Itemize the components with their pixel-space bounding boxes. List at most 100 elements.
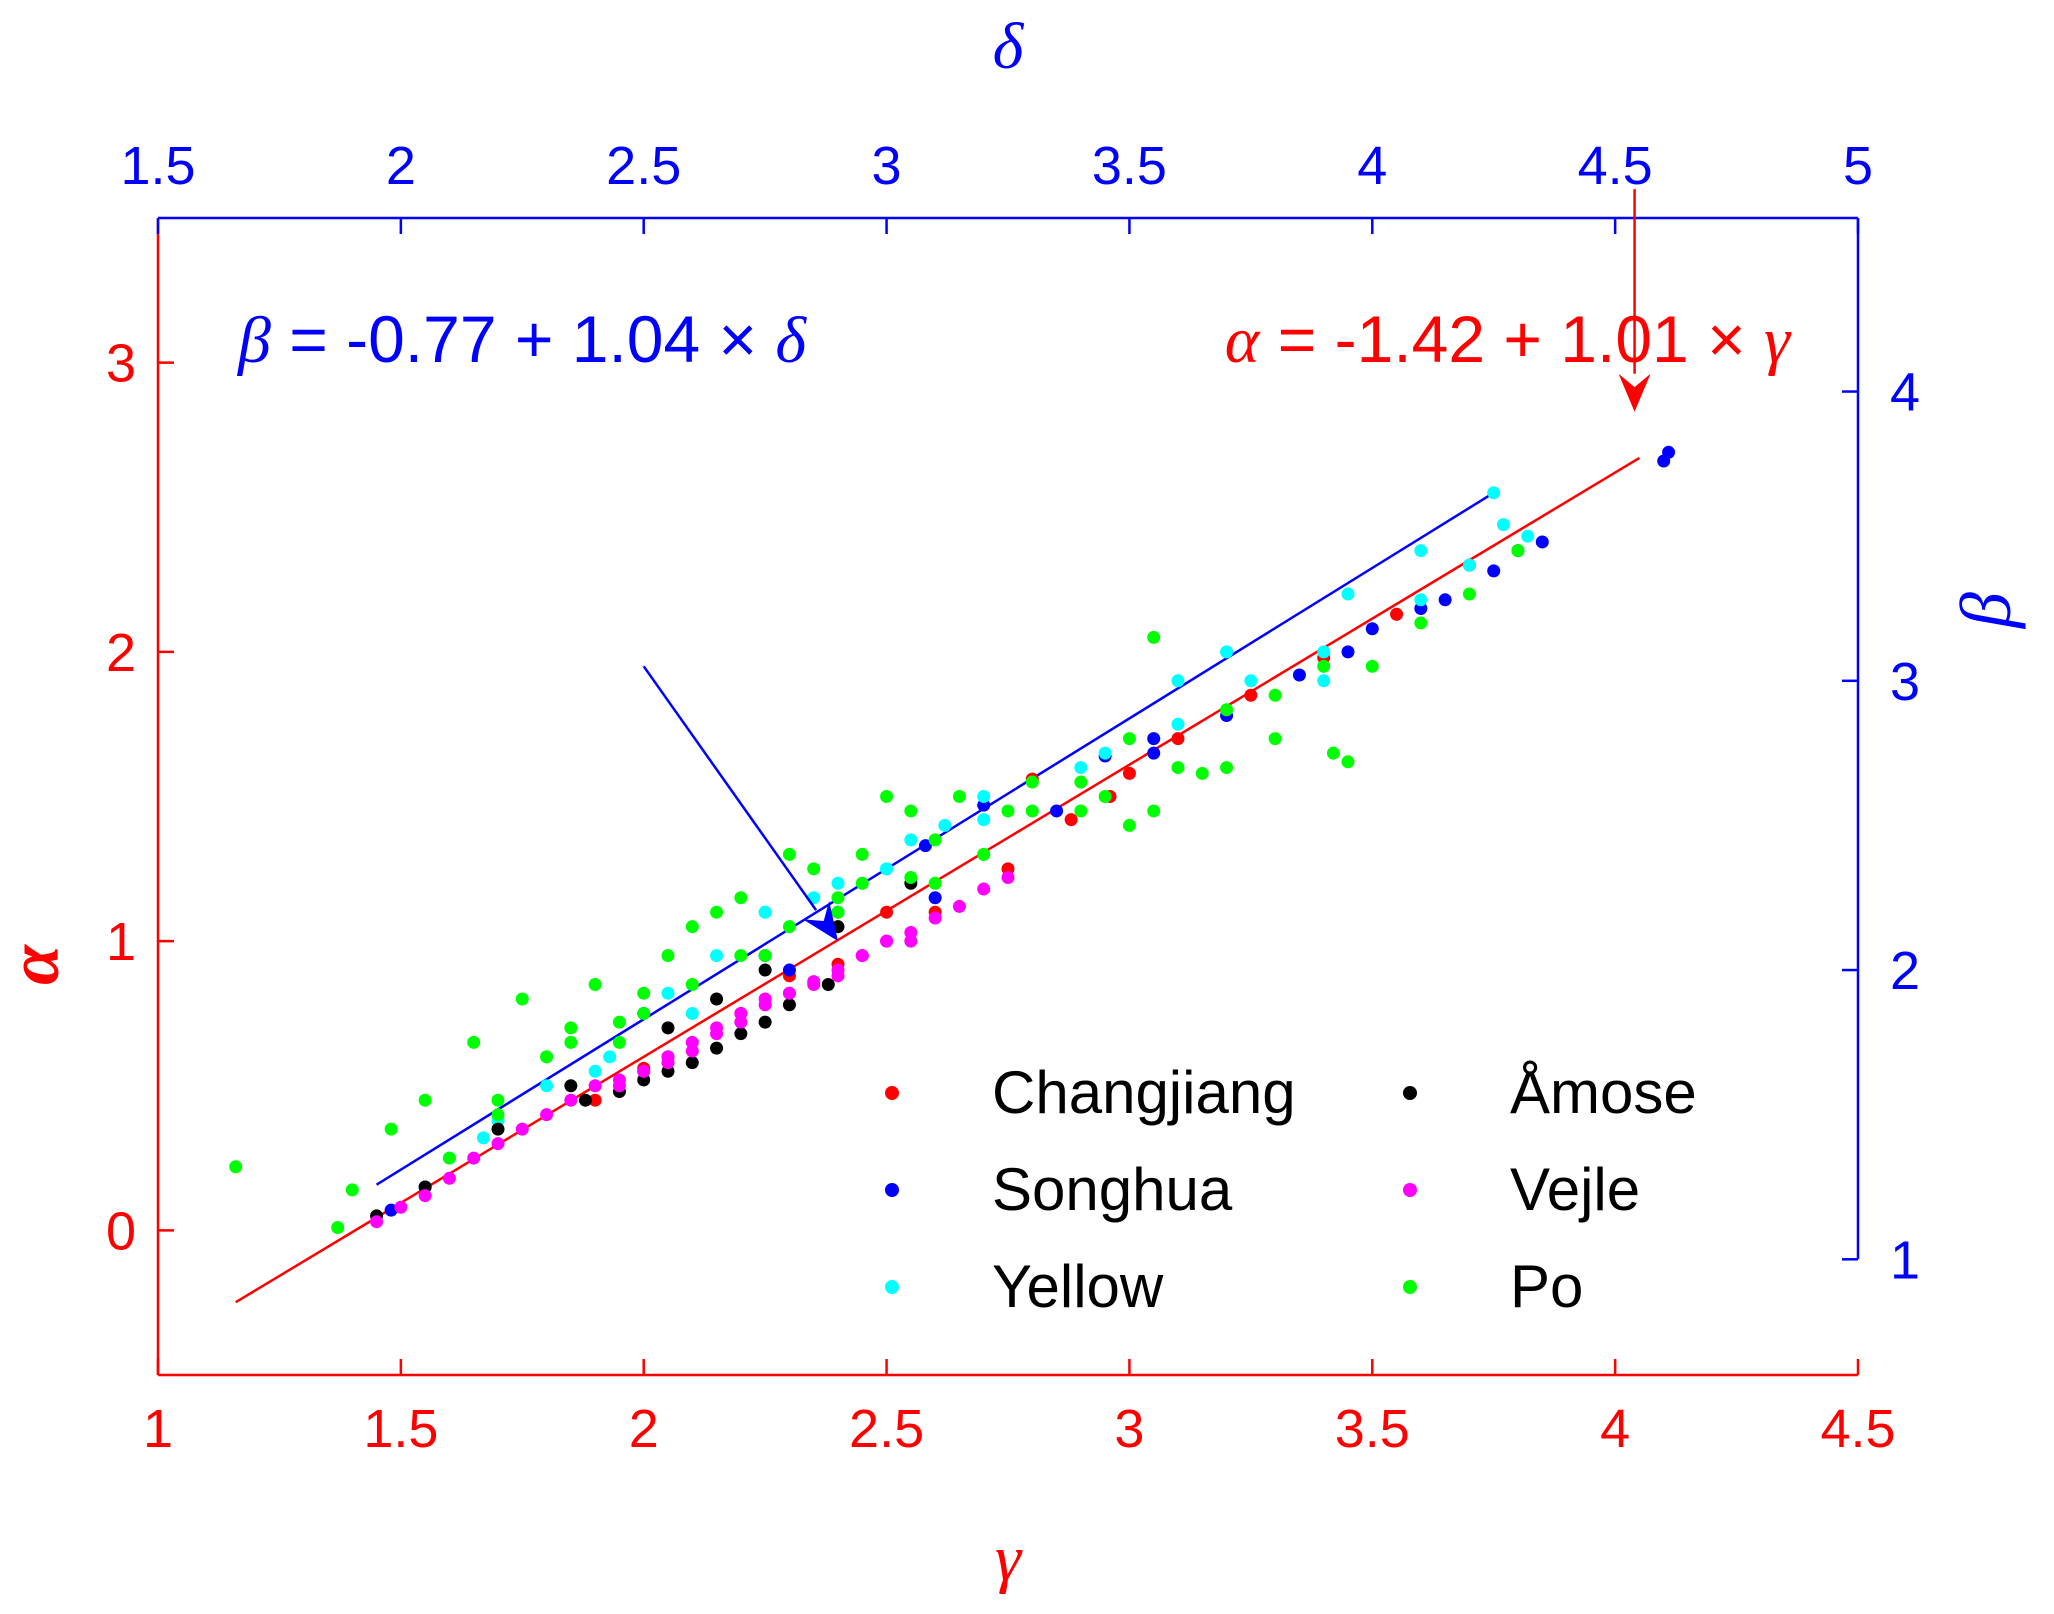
primary-x-tick-label: 3	[1114, 1399, 1144, 1459]
yellow-primary-point	[1521, 529, 1535, 543]
songhua-primary-point	[1341, 645, 1355, 659]
vejle-primary-point	[904, 925, 918, 939]
po-secondary-point	[1268, 732, 1282, 746]
po-secondary-point	[564, 1021, 578, 1035]
yellow-primary-point	[977, 813, 991, 827]
equation-variable: β	[236, 304, 271, 377]
secondary-x-tick-label: 4	[1357, 136, 1387, 196]
vejle-secondary-point	[588, 1079, 602, 1093]
legend-label: Vejle	[1510, 1156, 1640, 1223]
po-primary-point	[1025, 804, 1039, 818]
changjiang-secondary-point	[880, 905, 894, 919]
primary-x-tick-label: 1.5	[363, 1399, 438, 1459]
po-secondary-point	[1074, 804, 1088, 818]
legend-label: Po	[1510, 1253, 1583, 1320]
po-primary-point	[564, 1035, 578, 1049]
po-secondary-point	[491, 1093, 505, 1107]
legend-marker	[885, 1183, 899, 1197]
yellow-secondary-point	[1098, 746, 1112, 760]
po-primary-point	[782, 920, 796, 934]
vejle-primary-point	[855, 949, 869, 963]
songhua-primary-point	[1487, 564, 1501, 578]
songhua-primary-point	[1292, 668, 1306, 682]
vejle-primary-point	[1001, 870, 1015, 884]
primary-x-tick-label: 1	[143, 1399, 173, 1459]
legend-label: Åmose	[1510, 1059, 1697, 1126]
secondary-x-tick-label: 4.5	[1578, 136, 1653, 196]
data-points	[229, 445, 1676, 1234]
po-secondary-point	[661, 949, 675, 963]
yellow-secondary-point	[977, 790, 991, 803]
po-secondary-point	[831, 891, 845, 905]
-mose-secondary-point	[710, 992, 724, 1006]
yellow-primary-point	[904, 833, 918, 847]
vejle-primary-point	[831, 963, 845, 977]
primary-arrow-head	[1618, 373, 1651, 412]
po-secondary-point	[1341, 755, 1355, 769]
yellow-primary-point	[476, 1131, 490, 1145]
vejle-secondary-point	[564, 1093, 578, 1107]
po-primary-point	[1462, 587, 1476, 601]
-mose-primary-point	[685, 1056, 699, 1070]
yellow-primary-point	[1244, 674, 1258, 688]
primary-y-tick-label: 1	[106, 912, 136, 972]
secondary-x-tick-label: 3.5	[1092, 136, 1167, 196]
-mose-secondary-point	[661, 1021, 675, 1035]
po-secondary-point	[1001, 804, 1015, 818]
vejle-primary-point	[952, 899, 966, 913]
-mose-secondary-point	[564, 1079, 578, 1093]
changjiang-primary-point	[588, 1093, 602, 1107]
secondary-x-ticks: 1.5 2 2.5 3 3.5 4 4.5 5	[120, 136, 1873, 234]
po-primary-point	[904, 870, 918, 884]
vejle-primary-point	[661, 1056, 675, 1070]
primary-x-tick-label: 2	[629, 1399, 659, 1459]
yellow-secondary-point	[661, 986, 675, 1000]
yellow-primary-point	[1074, 761, 1088, 775]
-mose-secondary-point	[491, 1122, 505, 1136]
po-primary-point	[1268, 688, 1282, 702]
po-primary-point	[1414, 616, 1428, 630]
po-secondary-point	[928, 876, 942, 890]
secondary-y-tick-label: 1	[1890, 1230, 1920, 1290]
vejle-primary-point	[637, 1064, 651, 1078]
vejle-primary-point	[977, 882, 991, 896]
po-secondary-point	[807, 862, 821, 876]
po-primary-point	[1365, 659, 1379, 673]
po-secondary-point	[418, 1093, 432, 1107]
po-primary-point	[928, 833, 942, 847]
po-primary-point	[685, 978, 699, 992]
vejle-primary-point	[758, 998, 772, 1012]
po-primary-point	[1098, 790, 1112, 803]
yellow-primary-point	[1414, 593, 1428, 607]
vejle-secondary-point	[515, 1122, 529, 1136]
po-primary-point	[637, 986, 651, 1000]
vejle-primary-point	[807, 975, 821, 989]
yellow-primary-point	[758, 905, 772, 919]
vejle-secondary-point	[418, 1189, 432, 1203]
yellow-secondary-point	[588, 1064, 602, 1078]
yellow-secondary-point	[540, 1079, 554, 1093]
primary-x-axis-label: γ	[995, 1522, 1023, 1595]
yellow-secondary-point	[710, 949, 724, 963]
yellow-primary-point	[1317, 645, 1331, 659]
secondary-x-tick-label: 1.5	[120, 136, 195, 196]
yellow-primary-point	[938, 818, 952, 832]
po-primary-point	[1147, 630, 1161, 644]
equation-predictor: δ	[775, 304, 807, 377]
po-primary-point	[229, 1160, 243, 1174]
po-primary-point	[612, 1015, 626, 1029]
vejle-secondary-point	[370, 1215, 384, 1229]
po-secondary-point	[1326, 746, 1340, 760]
legend-marker	[1403, 1086, 1417, 1100]
equation-predictor: γ	[1764, 304, 1792, 377]
songhua-primary-point	[1535, 535, 1549, 549]
yellow-secondary-point	[1171, 674, 1185, 688]
equation-expression: = -1.42 + 1.01 ×	[1259, 302, 1764, 376]
annotation-arrows	[642, 189, 1651, 942]
po-primary-point	[831, 905, 845, 919]
yellow-primary-point	[831, 876, 845, 890]
secondary-x-tick-label: 2	[386, 136, 416, 196]
changjiang-primary-point	[1171, 732, 1185, 746]
primary-fit-equation: α = -1.42 + 1.01 × γ	[1225, 302, 1792, 377]
po-primary-point	[1074, 775, 1088, 789]
